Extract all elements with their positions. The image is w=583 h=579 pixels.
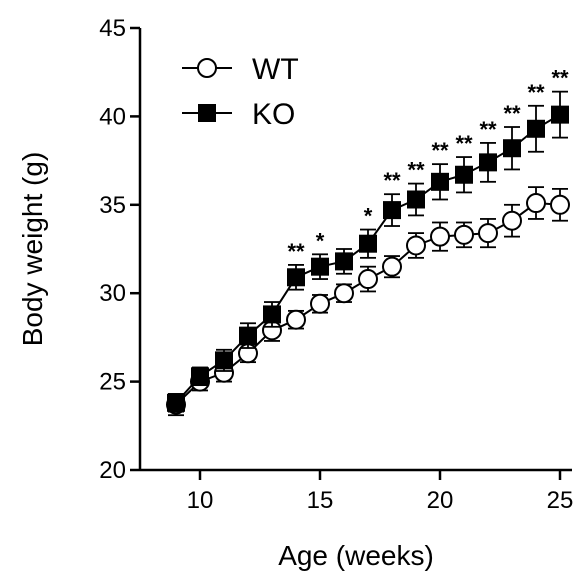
x-tick-label: 25 [547, 487, 574, 514]
y-tick-label: 35 [99, 192, 126, 219]
legend: WT KO [182, 53, 299, 131]
data-point [382, 256, 402, 277]
significance-label: ** [407, 158, 425, 183]
data-point [311, 257, 329, 276]
data-point [167, 393, 185, 412]
y-tick-label: 45 [99, 15, 126, 42]
data-point [286, 309, 306, 330]
data-point [479, 153, 497, 172]
data-point [239, 326, 257, 345]
significance-annotations: ** **** **** ********** [287, 66, 569, 264]
data-point [527, 119, 545, 138]
x-tick-label: 15 [307, 487, 334, 514]
data-point [406, 235, 426, 256]
data-point [478, 223, 498, 244]
data-point [191, 367, 209, 386]
significance-label: ** [287, 239, 305, 264]
legend-item-wt: WT [182, 53, 299, 86]
data-point [383, 201, 401, 220]
data-point [455, 165, 473, 184]
data-point [359, 234, 377, 253]
data-point [215, 351, 233, 370]
data-point [430, 226, 450, 247]
significance-label: ** [455, 131, 473, 156]
x-axis-title: Age (weeks) [278, 540, 434, 571]
y-tick-label: 20 [99, 457, 126, 484]
legend-label: WT [252, 53, 299, 86]
series-layer [166, 90, 570, 417]
x-tick-label: 20 [427, 487, 454, 514]
series-ko [167, 90, 569, 413]
legend-marker [197, 58, 217, 78]
y-tick-label: 30 [99, 280, 126, 307]
significance-label: ** [383, 168, 401, 193]
legend-item-ko: KO [182, 98, 295, 131]
significance-label: ** [503, 101, 521, 126]
data-point [550, 194, 570, 215]
data-point [358, 269, 378, 290]
data-point [310, 293, 330, 314]
data-point [431, 172, 449, 191]
legend-label: KO [252, 98, 295, 131]
significance-label: ** [551, 66, 569, 91]
data-point [335, 252, 353, 271]
data-point [503, 139, 521, 158]
y-tick-label: 40 [99, 103, 126, 130]
significance-label: * [316, 228, 325, 253]
data-point [454, 224, 474, 245]
data-point [263, 305, 281, 324]
data-point [502, 210, 522, 231]
x-tick-label: 10 [187, 487, 214, 514]
significance-label: ** [479, 117, 497, 142]
significance-label: ** [527, 80, 545, 105]
data-point [334, 283, 354, 304]
data-point [407, 190, 425, 209]
y-tick-label: 25 [99, 369, 126, 396]
legend-marker [198, 104, 216, 122]
data-point [287, 268, 305, 287]
significance-label: ** [431, 138, 449, 163]
axes: 20 25 30 35 40 45 10 15 20 25 [99, 15, 573, 514]
significance-label: * [364, 204, 373, 229]
data-point [526, 193, 546, 214]
y-axis-title: Body weight (g) [17, 152, 48, 347]
data-point [551, 105, 569, 124]
